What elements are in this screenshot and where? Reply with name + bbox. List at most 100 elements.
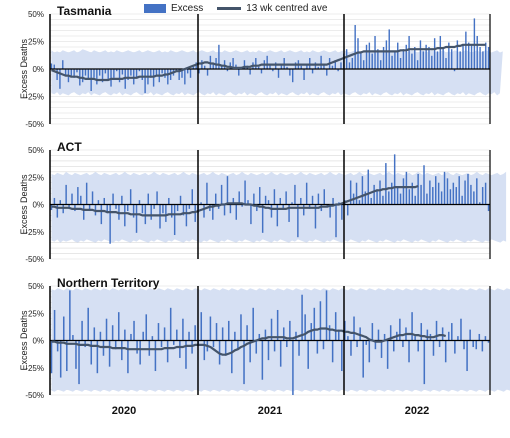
excess-bar bbox=[167, 69, 169, 85]
y-tick-label: -50% bbox=[25, 120, 44, 129]
excess-bar bbox=[166, 340, 169, 363]
excess-bar bbox=[161, 69, 163, 74]
excess-bar bbox=[360, 51, 362, 69]
excess-bar bbox=[362, 60, 365, 69]
excess-bar bbox=[448, 42, 450, 69]
excess-bar bbox=[133, 69, 135, 85]
excess-bar bbox=[292, 340, 294, 395]
excess-bar bbox=[303, 69, 305, 80]
excess-bar bbox=[96, 69, 98, 85]
excess-bar bbox=[204, 65, 206, 69]
excess-bar bbox=[133, 320, 135, 341]
excess-bar bbox=[445, 58, 447, 69]
excess-bar bbox=[182, 318, 184, 341]
y-tick-label: 25% bbox=[28, 309, 44, 318]
excess-bar bbox=[203, 340, 206, 361]
excess-bar bbox=[147, 193, 149, 205]
excess-bar bbox=[266, 55, 268, 69]
y-tick-label: 25% bbox=[28, 38, 44, 47]
excess-bar bbox=[386, 340, 389, 369]
excess-bar bbox=[301, 294, 303, 341]
excess-bar bbox=[259, 187, 261, 205]
excess-bar bbox=[396, 187, 399, 205]
excess-bar bbox=[162, 204, 164, 214]
excess-bar bbox=[76, 69, 78, 73]
average-line bbox=[51, 43, 486, 82]
excess-bar bbox=[444, 340, 447, 363]
excess-bar bbox=[100, 204, 103, 225]
excess-bar bbox=[261, 204, 264, 233]
excess-bar bbox=[56, 204, 59, 218]
excess-bar bbox=[320, 55, 322, 69]
excess-bar bbox=[462, 44, 464, 69]
excess-bar bbox=[311, 69, 314, 74]
excess-bar bbox=[484, 336, 487, 341]
excess-bar bbox=[322, 340, 325, 350]
excess-bar bbox=[81, 320, 83, 341]
excess-bar bbox=[273, 340, 276, 352]
excess-bar bbox=[127, 204, 129, 212]
excess-bar bbox=[116, 69, 118, 72]
excess-bar bbox=[314, 204, 317, 229]
excess-bar bbox=[70, 69, 72, 76]
excess-bar bbox=[121, 69, 124, 75]
y-tick-label: -50% bbox=[25, 255, 44, 264]
excess-bar bbox=[340, 62, 342, 69]
excess-bar bbox=[457, 336, 459, 341]
excess-bar bbox=[414, 47, 416, 69]
excess-bar bbox=[255, 340, 258, 354]
excess-bar bbox=[408, 340, 410, 363]
excess-bar bbox=[334, 60, 336, 69]
excess-bar bbox=[428, 47, 430, 69]
excess-bar bbox=[337, 69, 339, 72]
excess-bar bbox=[282, 327, 285, 341]
excess-bar bbox=[272, 69, 274, 72]
excess-bar bbox=[50, 204, 53, 210]
excess-bar bbox=[364, 191, 367, 205]
excess-bar bbox=[460, 318, 462, 341]
excess-bar bbox=[433, 38, 436, 69]
excess-bar bbox=[90, 340, 93, 365]
excess-bar bbox=[399, 193, 402, 205]
excess-bar bbox=[169, 307, 172, 341]
excess-bar bbox=[164, 69, 166, 78]
excess-bar bbox=[419, 40, 422, 69]
panel-title: Tasmania bbox=[57, 4, 112, 18]
excess-bar bbox=[165, 204, 167, 222]
excess-bar bbox=[456, 40, 459, 69]
excess-bar bbox=[468, 42, 470, 69]
excess-bar bbox=[184, 69, 186, 85]
excess-bar bbox=[136, 340, 138, 354]
excess-bar bbox=[273, 189, 276, 205]
excess-bar bbox=[241, 204, 243, 207]
excess-bar bbox=[231, 340, 233, 374]
excess-bar bbox=[267, 200, 270, 205]
excess-bar bbox=[200, 202, 202, 205]
excess-bar bbox=[50, 63, 53, 69]
excess-bar bbox=[181, 69, 183, 78]
excess-bar bbox=[264, 195, 267, 205]
excess-bar bbox=[141, 204, 144, 214]
excess-bar bbox=[71, 193, 73, 205]
excess-bar bbox=[286, 340, 288, 348]
excess-bar bbox=[220, 184, 223, 205]
excess-bar bbox=[157, 323, 160, 341]
excess-bar bbox=[431, 55, 433, 69]
excess-bar bbox=[80, 195, 82, 205]
excess-bar bbox=[426, 329, 429, 341]
excess-bar bbox=[435, 176, 437, 205]
excess-bar bbox=[121, 195, 123, 205]
excess-bar bbox=[450, 49, 453, 69]
excess-bar bbox=[150, 69, 152, 78]
excess-bar bbox=[276, 309, 279, 341]
excess-bar bbox=[311, 195, 314, 205]
excess-bar bbox=[362, 340, 364, 378]
excess-bar bbox=[250, 204, 252, 225]
y-tick-label: -25% bbox=[25, 228, 44, 237]
excess-bar bbox=[368, 42, 371, 69]
excess-bar bbox=[240, 314, 242, 341]
excess-bar bbox=[453, 69, 456, 72]
excess-bar bbox=[249, 69, 251, 75]
excess-bar bbox=[446, 178, 449, 205]
excess-bar bbox=[389, 325, 392, 341]
